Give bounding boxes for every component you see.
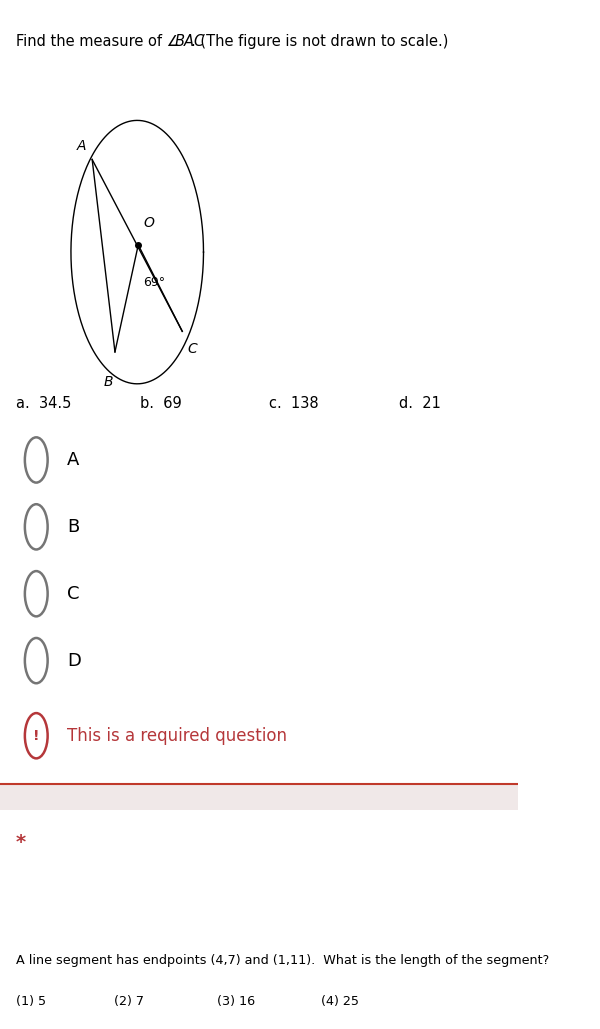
Bar <box>0 784 518 810</box>
Text: . (The figure is not drawn to scale.): . (The figure is not drawn to scale.) <box>191 34 448 49</box>
Text: b.  69: b. 69 <box>140 396 182 412</box>
Text: (4) 25: (4) 25 <box>321 995 359 1008</box>
Text: (3) 16: (3) 16 <box>217 995 256 1008</box>
Text: C: C <box>188 342 197 356</box>
Text: (1) 5: (1) 5 <box>16 995 46 1008</box>
Text: O: O <box>143 216 154 230</box>
Text: *: * <box>16 833 26 852</box>
Text: This is a required question: This is a required question <box>67 726 287 745</box>
Text: (2) 7: (2) 7 <box>114 995 144 1008</box>
Text: BAC: BAC <box>175 34 205 49</box>
Text: Find the measure of ∠: Find the measure of ∠ <box>16 34 179 49</box>
Text: A line segment has endpoints (4,7) and (1,11).  What is the length of the segmen: A line segment has endpoints (4,7) and (… <box>16 954 549 967</box>
Text: A: A <box>77 139 86 153</box>
Text: d.  21: d. 21 <box>399 396 440 412</box>
Text: C: C <box>67 584 80 603</box>
Text: B: B <box>67 518 80 536</box>
Text: !: ! <box>33 729 40 743</box>
Text: 69°: 69° <box>143 276 166 289</box>
Text: B: B <box>104 375 113 389</box>
Text: D: D <box>67 651 81 670</box>
Text: A: A <box>67 451 80 469</box>
Text: c.  138: c. 138 <box>269 396 319 412</box>
Text: a.  34.5: a. 34.5 <box>16 396 71 412</box>
